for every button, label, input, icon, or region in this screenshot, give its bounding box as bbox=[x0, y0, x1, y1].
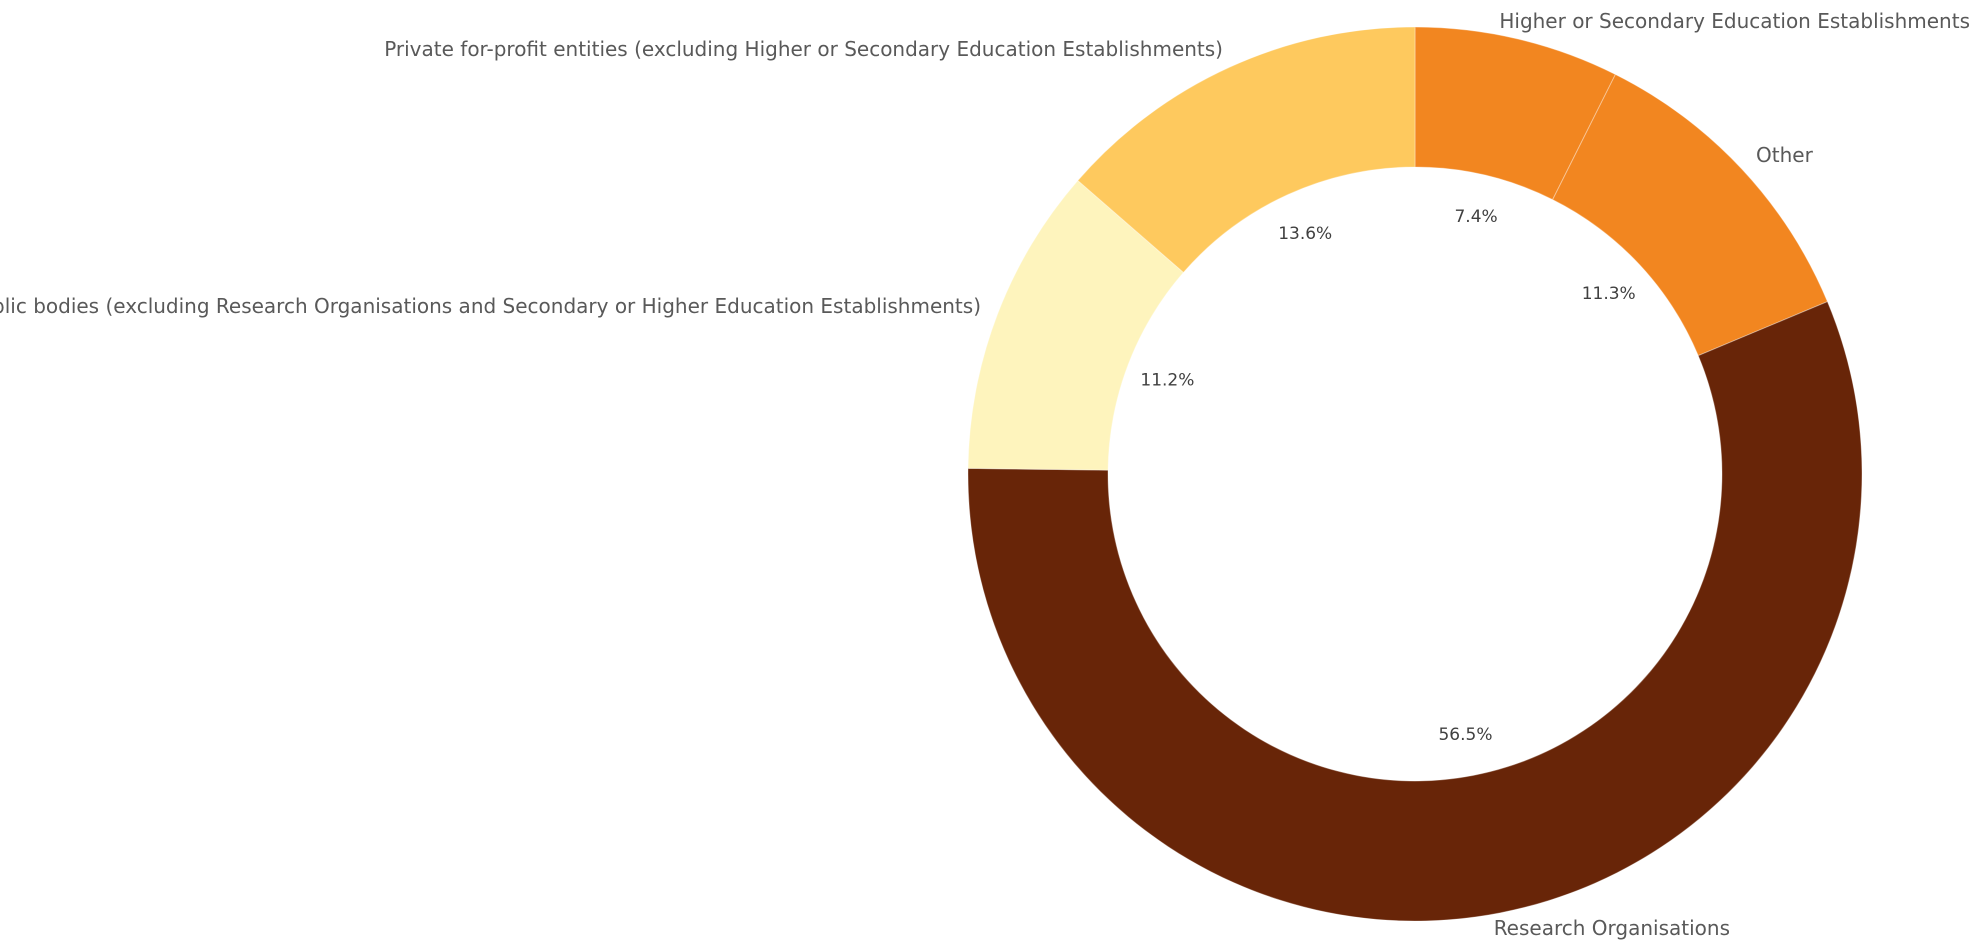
donut-slice-private-for-profit[interactable] bbox=[1077, 26, 1416, 274]
slice-label-public-bodies: Public bodies (excluding Research Organi… bbox=[0, 294, 981, 318]
slice-label-research-organisations: Research Organisations bbox=[1494, 916, 1730, 940]
percent-label-private-for-profit: 13.6% bbox=[1278, 224, 1332, 244]
percent-label-public-bodies: 11.2% bbox=[1140, 371, 1194, 391]
labels-layer: Higher or Secondary Education Establishm… bbox=[0, 9, 1970, 940]
percent-label-higher-education: 7.4% bbox=[1454, 207, 1497, 227]
percent-label-research-organisations: 56.5% bbox=[1438, 725, 1492, 745]
donut-slice-public-bodies[interactable] bbox=[967, 179, 1185, 471]
slice-label-higher-education: Higher or Secondary Education Establishm… bbox=[1499, 9, 1970, 33]
percent-label-other: 11.3% bbox=[1582, 284, 1636, 304]
slices-layer bbox=[967, 26, 1863, 922]
donut-slice-other[interactable] bbox=[1551, 73, 1829, 357]
slice-label-private-for-profit: Private for-profit entities (excluding H… bbox=[384, 37, 1223, 61]
donut-slice-higher-education[interactable] bbox=[1414, 26, 1617, 201]
donut-slice-research-organisations[interactable] bbox=[967, 300, 1863, 922]
slice-label-other: Other bbox=[1756, 143, 1814, 167]
percent-labels-layer: 7.4% 11.3% 56.5% 11.2% 13.6% bbox=[1140, 207, 1635, 745]
